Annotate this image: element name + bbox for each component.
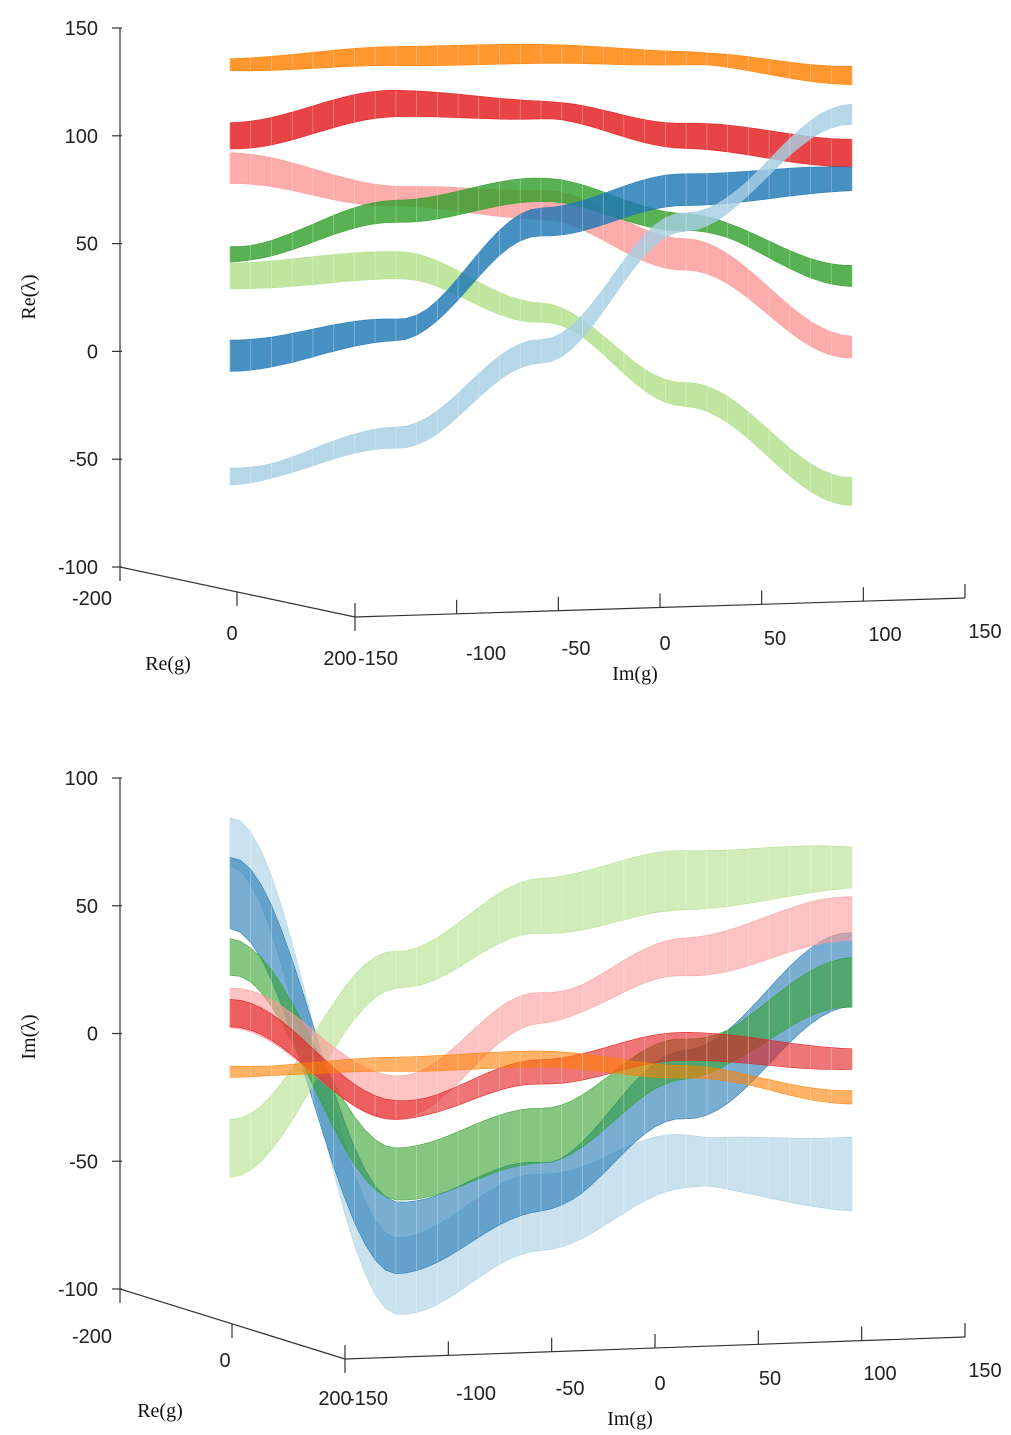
- im-g-axis-label: Im(g): [607, 1408, 653, 1430]
- z-axis-label: Im(λ): [18, 1014, 40, 1059]
- re-g-tick-label: 200: [318, 1388, 351, 1410]
- re-g-tick-label: 200: [323, 648, 356, 670]
- im-g-tick-label: -50: [556, 1378, 585, 1400]
- z-tick-label: 50: [76, 896, 98, 918]
- re-g-tick-label: 0: [226, 623, 237, 645]
- z-tick-label: 100: [65, 768, 98, 790]
- im-g-tick-label: 100: [868, 624, 901, 646]
- im-g-tick-label: -150: [348, 1388, 388, 1410]
- z-tick-label: 50: [76, 234, 98, 256]
- im-g-axis-label: Im(g): [612, 663, 658, 685]
- surface-band-0: [229, 43, 853, 86]
- z-tick-label: 0: [87, 341, 98, 363]
- surface-5: [229, 166, 853, 372]
- surface-1: [229, 89, 853, 168]
- surface-band-5: [229, 998, 853, 1120]
- z-axis-label: Re(λ): [18, 274, 40, 319]
- bottom-plot-svg: 100 50 0 -50 -100 -200 0 200-150 -100 -50 0 50 100 15…: [18, 768, 1002, 1430]
- im-g-tick-label: 100: [863, 1363, 896, 1385]
- surface-band-4: [229, 251, 853, 506]
- z-tick-label: 100: [65, 126, 98, 148]
- top-plot-svg: 150 100 50 0 -50 -100 -200 0 200 -150 -100 -50 0 50 10…: [18, 18, 1002, 685]
- bottom-surfaces: [229, 817, 853, 1315]
- im-g-tick-label: 50: [764, 628, 786, 650]
- surface-6: [229, 103, 853, 486]
- z-tick-label: -100: [58, 1279, 98, 1301]
- im-g-tick-label: 0: [659, 633, 670, 655]
- surface-band-1: [229, 89, 853, 168]
- surface-band-2: [229, 845, 853, 1178]
- top-surfaces: [229, 43, 853, 506]
- im-g-tick-label: -100: [456, 1383, 496, 1405]
- z-tick-label: 150: [65, 18, 98, 40]
- surface-band-3: [229, 177, 853, 287]
- z-tick-label: -50: [69, 449, 98, 471]
- bottom-axes: 100 50 0 -50 -100 -200 0 200-150 -100 -50 0 50 100 15…: [18, 768, 1002, 1430]
- im-g-tick-label: 50: [759, 1368, 781, 1390]
- re-g-tick-label: -200: [72, 588, 112, 610]
- surface-band-5: [229, 166, 853, 372]
- z-tick-label: -50: [69, 1151, 98, 1173]
- im-g-tick-label: -150: [358, 648, 398, 670]
- im-g-tick-label: 0: [654, 1373, 665, 1395]
- surface-0: [229, 43, 853, 86]
- top-axes: 150 100 50 0 -50 -100 -200 0 200 -150 -100 -50 0 50 10…: [18, 18, 1002, 685]
- surface-band-3: [229, 938, 853, 1201]
- re-g-axis-label: Re(g): [137, 1400, 183, 1422]
- surface-6: [229, 1050, 853, 1105]
- z-tick-label: -100: [58, 557, 98, 579]
- re-g-tick-label: -200: [72, 1326, 112, 1348]
- re-g-tick-label: 0: [219, 1350, 230, 1372]
- im-g-tick-label: -50: [562, 638, 591, 660]
- surface-band-6: [229, 103, 853, 486]
- top-surface-plot: 150 100 50 0 -50 -100 -200 0 200 -150 -100 -50 0 50 10…: [0, 0, 1011, 710]
- bottom-surface-plot: 100 50 0 -50 -100 -200 0 200 -150 -100 -50 0 50 100 15…: [0, 745, 1011, 1435]
- im-g-tick-label: 150: [968, 1360, 1001, 1382]
- surface-band-6: [229, 1050, 853, 1105]
- re-g-axis-label: Re(g): [145, 653, 191, 675]
- z-tick-label: 0: [87, 1024, 98, 1046]
- im-g-tick-label: -100: [466, 643, 506, 665]
- surface-2: [229, 845, 853, 1178]
- im-g-tick-label: 150: [968, 621, 1001, 643]
